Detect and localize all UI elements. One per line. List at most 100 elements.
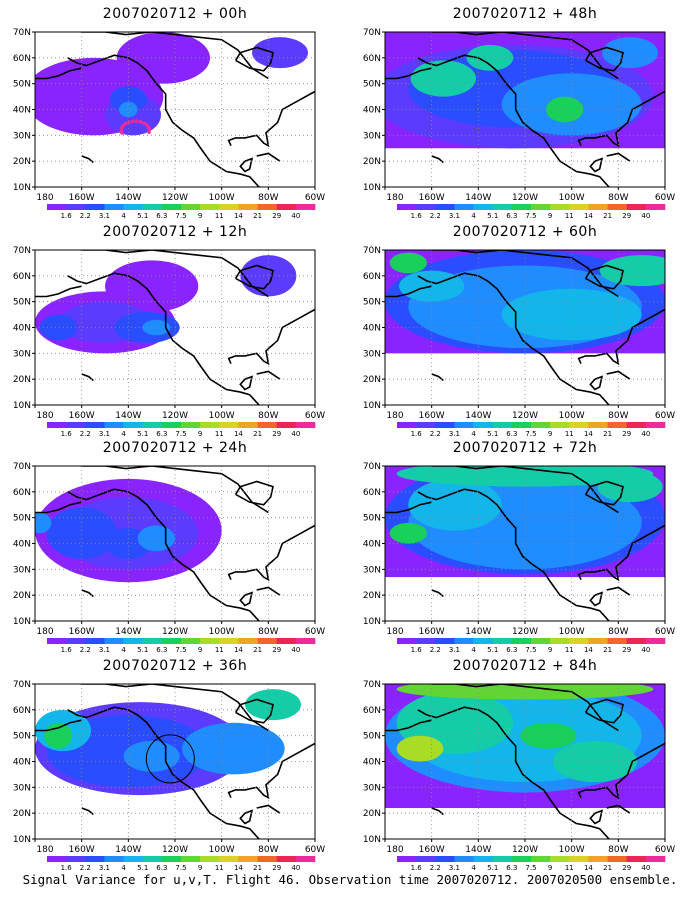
lon-label: 180 xyxy=(386,193,403,203)
colorbar-swatch xyxy=(47,204,67,210)
variance-contour xyxy=(46,507,117,559)
colorbar-swatch xyxy=(104,856,124,862)
colorbar-label: 29 xyxy=(272,646,281,654)
lat-label: 50N xyxy=(13,732,31,742)
colorbar-swatch xyxy=(85,856,105,862)
colorbar-swatch xyxy=(123,638,144,644)
map-panel-24h: 2007020712 + 24h 70N 60N 50N 40N 30N 20N 10N 18… xyxy=(0,434,350,654)
lon-label: 180 xyxy=(36,627,53,637)
colorbar-swatch xyxy=(607,422,628,428)
colorbar-swatch xyxy=(181,204,201,210)
colorbar-swatch xyxy=(181,422,201,428)
colorbar-label: 40 xyxy=(291,430,300,438)
colorbar-swatch xyxy=(569,422,589,428)
colorbar-swatch xyxy=(47,422,67,428)
coastline xyxy=(227,742,315,800)
colorbar-label: 2.2 xyxy=(430,864,441,872)
colorbar-label: 11 xyxy=(215,646,224,654)
colorbar-swatch xyxy=(492,422,513,428)
lon-label: 140W xyxy=(465,411,491,421)
colorbar-label: 9 xyxy=(198,430,202,438)
colorbar-label: 11 xyxy=(215,864,224,872)
colorbar-swatch xyxy=(569,856,589,862)
lat-label: 20N xyxy=(13,157,31,167)
lat-label: 40N xyxy=(363,106,381,116)
lat-label: 60N xyxy=(363,272,381,282)
variance-contour xyxy=(44,722,73,749)
lon-label: 180 xyxy=(36,845,53,855)
colorbar-label: 5.1 xyxy=(487,430,498,438)
coastline xyxy=(385,719,432,732)
colorbar-label: 11 xyxy=(565,864,574,872)
flight-track-point xyxy=(134,119,139,124)
lon-label: 180 xyxy=(386,845,403,855)
colorbar-swatch xyxy=(626,638,647,644)
colorbar-label: 3.1 xyxy=(449,212,460,220)
colorbar-label: 11 xyxy=(565,212,574,220)
lat-label: 60N xyxy=(363,54,381,64)
colorbar-swatch xyxy=(588,422,608,428)
lon-label: 160W xyxy=(419,411,445,421)
colorbar-label: 29 xyxy=(272,430,281,438)
lon-label: 60W xyxy=(655,193,675,203)
colorbar-swatch xyxy=(47,638,67,644)
coastline xyxy=(589,591,604,607)
lat-label: 50N xyxy=(363,298,381,308)
lon-label: 140W xyxy=(465,845,491,855)
colorbar-label: 14 xyxy=(584,646,593,654)
lat-label: 30N xyxy=(13,349,31,359)
colorbar-swatch xyxy=(200,856,220,862)
lon-label: 160W xyxy=(419,193,445,203)
colorbar-swatch xyxy=(511,204,532,210)
colorbar-label: 2.2 xyxy=(430,430,441,438)
lon-label: 160W xyxy=(419,627,445,637)
lon-label: 100W xyxy=(209,411,235,421)
panel-title: 2007020712 + 12h xyxy=(102,224,248,240)
colorbar-label: 9 xyxy=(548,212,552,220)
colorbar-swatch xyxy=(238,856,258,862)
colorbar-label: 2.2 xyxy=(430,646,441,654)
colorbar-label: 3.1 xyxy=(449,430,460,438)
colorbar-swatch xyxy=(435,204,455,210)
colorbar-label: 14 xyxy=(584,212,593,220)
colorbar-label: 3.1 xyxy=(99,212,110,220)
colorbar-swatch xyxy=(569,638,589,644)
colorbar-swatch xyxy=(607,856,628,862)
coastline xyxy=(577,742,665,800)
colorbar-label: 4 xyxy=(471,646,476,654)
colorbar-swatch xyxy=(142,422,163,428)
colorbar-label: 21 xyxy=(603,212,612,220)
lat-label: 60N xyxy=(363,706,381,716)
lat-label: 10N xyxy=(13,835,31,845)
panel-title: 2007020712 + 84h xyxy=(452,658,598,674)
lat-label: 40N xyxy=(363,324,381,334)
colorbar-swatch xyxy=(219,422,239,428)
colorbar-label: 6.3 xyxy=(506,212,517,220)
colorbar-label: 1.6 xyxy=(61,212,73,220)
colorbar-swatch xyxy=(550,856,570,862)
colorbar-swatch xyxy=(295,856,316,862)
lat-label: 50N xyxy=(13,80,31,90)
lat-label: 50N xyxy=(363,514,381,524)
colorbar-swatch xyxy=(511,638,532,644)
variance-contour xyxy=(182,722,285,775)
colorbar-label: 29 xyxy=(272,864,281,872)
colorbar-swatch xyxy=(66,422,86,428)
lon-label: 160W xyxy=(69,845,95,855)
colorbar-label: 40 xyxy=(641,430,650,438)
colorbar-swatch xyxy=(181,638,201,644)
lon-label: 100W xyxy=(559,193,585,203)
colorbar-swatch xyxy=(473,422,494,428)
colorbar-label: 2.2 xyxy=(80,864,91,872)
coastline xyxy=(227,308,315,366)
lat-label: 30N xyxy=(13,131,31,141)
colorbar-swatch xyxy=(550,422,570,428)
lat-label: 60N xyxy=(13,54,31,64)
colorbar-swatch xyxy=(295,422,316,428)
lon-label: 120W xyxy=(162,193,188,203)
lat-label: 10N xyxy=(363,835,381,845)
colorbar-label: 40 xyxy=(641,646,650,654)
colorbar-label: 7.5 xyxy=(525,212,536,220)
colorbar-label: 5.1 xyxy=(487,864,498,872)
coastline xyxy=(239,375,254,391)
